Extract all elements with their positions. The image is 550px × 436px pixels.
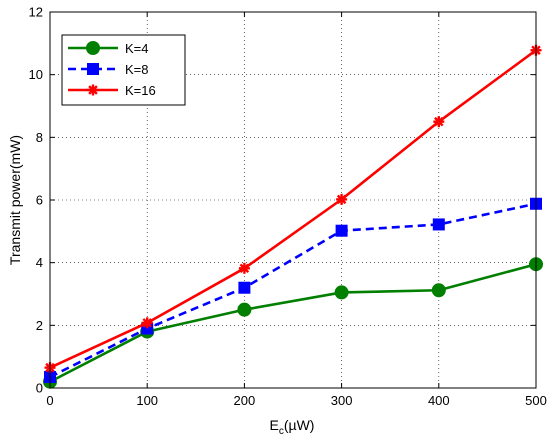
data-point <box>432 218 445 231</box>
y-tick-label: 12 <box>29 5 43 20</box>
legend-marker <box>86 41 100 55</box>
legend-label: K=4 <box>125 41 149 56</box>
x-tick-label: 100 <box>136 393 158 408</box>
y-tick-label: 2 <box>36 318 43 333</box>
legend-label: K=16 <box>125 83 156 98</box>
tick-labels: 0 100 200 300 400 500 0 2 4 6 8 10 12 <box>29 5 547 409</box>
data-point <box>335 224 348 237</box>
y-tick-label: 0 <box>36 381 43 396</box>
data-point <box>433 116 445 128</box>
y-tick-label: 10 <box>29 67 43 82</box>
y-tick-label: 6 <box>36 193 43 208</box>
legend-box <box>61 34 186 106</box>
x-axis-title: Ec(µW) <box>270 417 315 436</box>
data-point <box>141 317 153 329</box>
x-tick-label: 300 <box>331 393 353 408</box>
x-tick-label: 200 <box>234 393 256 408</box>
series-line-1 <box>49 262 537 383</box>
plot-frame <box>49 11 537 389</box>
y-tick-label: 4 <box>36 255 43 270</box>
x-tick-label: 400 <box>428 393 450 408</box>
data-point <box>431 283 446 298</box>
data-point <box>238 262 250 274</box>
x-tick-label: 500 <box>525 393 547 408</box>
series-line-3 <box>49 49 537 369</box>
data-point <box>238 281 251 294</box>
legend: K=4 K=8 K=16 <box>61 34 186 106</box>
legend-marker <box>87 84 99 96</box>
legend-label: K=8 <box>125 62 149 77</box>
y-tick-label: 8 <box>36 130 43 145</box>
data-point <box>336 193 348 205</box>
data-point <box>334 285 349 300</box>
y-axis-title: Transmit power(mW) <box>7 135 23 265</box>
legend-marker <box>87 63 99 75</box>
data-point <box>237 302 252 317</box>
x-tick-label: 0 <box>46 393 53 408</box>
